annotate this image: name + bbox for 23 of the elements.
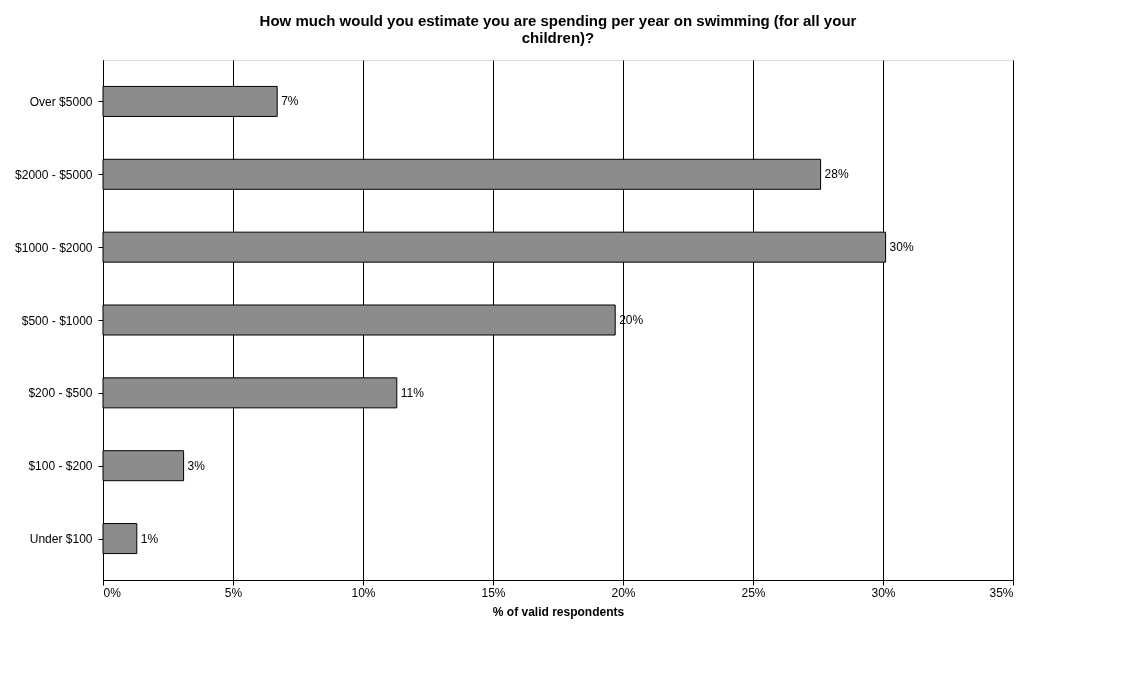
y-tick-label: $100 - $200 <box>28 459 93 474</box>
x-tick-label: 15% <box>481 585 506 600</box>
data-label: 11% <box>400 385 425 400</box>
y-tick-label: $1000 - $2000 <box>15 240 93 255</box>
x-tick-label: 10% <box>351 585 376 600</box>
data-label: 1% <box>140 531 159 546</box>
x-tick-label: 30% <box>871 585 896 600</box>
x-tick-label: 0% <box>103 585 122 600</box>
y-tick-label: $200 - $500 <box>28 386 93 401</box>
y-tick-label: $500 - $1000 <box>21 313 93 328</box>
x-axis-title: % of valid respondents <box>492 604 625 619</box>
data-label: 30% <box>889 240 914 255</box>
data-label: 7% <box>281 94 299 109</box>
y-tick-label: $2000 - $5000 <box>15 167 93 182</box>
x-tick-label: 35% <box>989 585 1014 600</box>
x-tick-label: 5% <box>224 585 243 600</box>
data-label: 28% <box>824 167 849 182</box>
y-tick-label: Over $5000 <box>29 94 93 109</box>
x-tick-label: 20% <box>611 585 636 600</box>
x-tick-label: 25% <box>741 585 766 600</box>
y-tick-label: Under $100 <box>29 532 93 547</box>
chart-title: How much would you estimate you are spending per year on swimming (for all your children)? <box>259 12 857 46</box>
data-label: 3% <box>187 458 206 473</box>
